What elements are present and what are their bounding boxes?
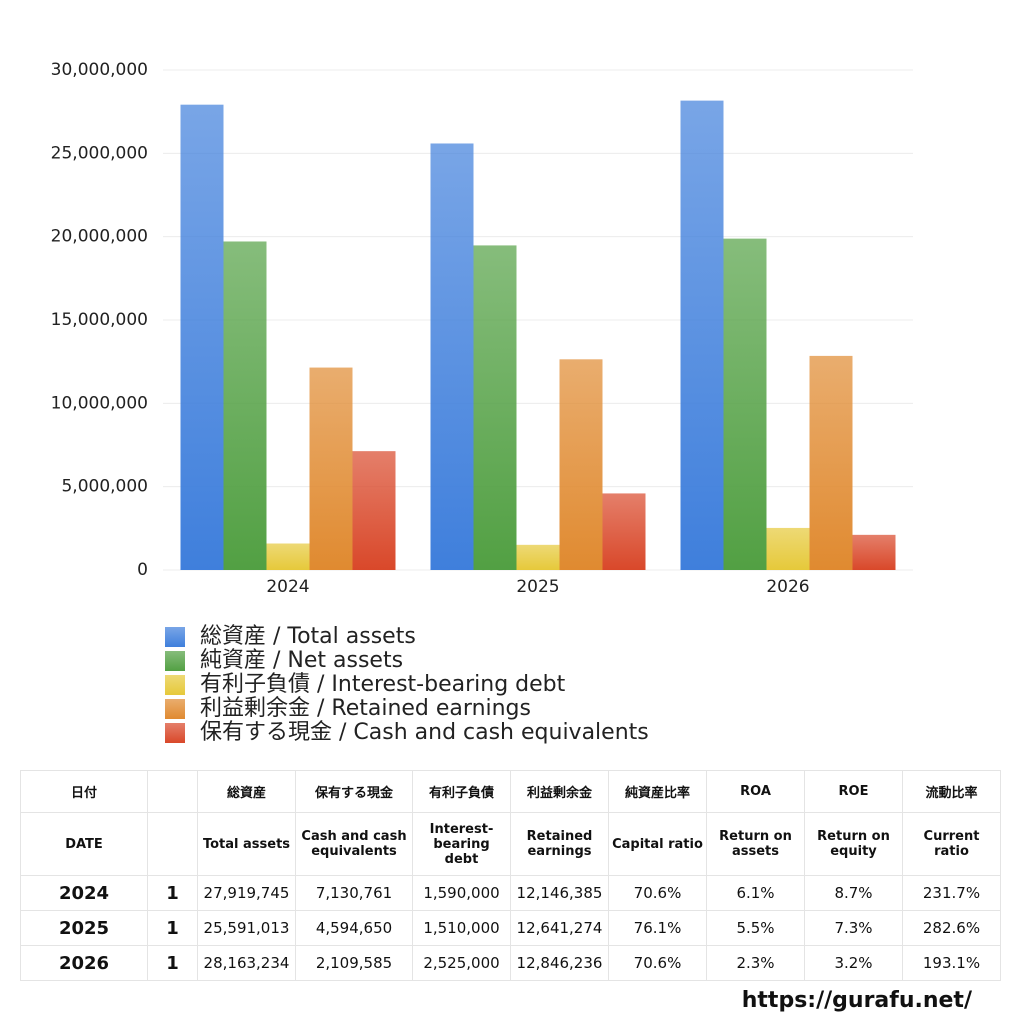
legend-swatch	[165, 723, 185, 743]
legend-label: 有利子負債 / Interest-bearing debt	[200, 672, 566, 697]
table-cell: 1,510,000	[412, 910, 511, 946]
table-cell: 4,594,650	[295, 910, 413, 946]
table-cell: 2.3%	[706, 945, 805, 981]
footer-url: https://gurafu.net/	[741, 988, 972, 1013]
table-cell: 5.5%	[706, 910, 805, 946]
bar	[559, 359, 603, 570]
bar	[473, 245, 517, 570]
table-cell: 有利子負債	[412, 770, 511, 813]
table-cell: 1	[147, 875, 198, 911]
table-cell: DATE	[20, 812, 148, 876]
table-row: DATE Total assets Cash and cash equivalent…	[20, 812, 1001, 876]
table-cell: 流動比率	[902, 770, 1001, 813]
table-cell: 12,846,236	[510, 945, 609, 981]
table-cell: Interest-bearing debt	[412, 812, 511, 876]
table-cell: ROE	[804, 770, 903, 813]
table-cell: 3.2%	[804, 945, 903, 981]
table-cell: 7,130,761	[295, 875, 413, 911]
bar	[180, 104, 224, 571]
chart: 0 5,000,000 10,000,000 15,000,000 20,000,000…	[51, 60, 913, 745]
table-cell: 日付	[20, 770, 148, 813]
bar	[352, 451, 396, 570]
x-tick-label: 2025	[516, 577, 559, 597]
data-table: 日付 総資産 保有する現金 有利子負債 利益剰余金 純資産比率 ROA ROE 流動比率 DATE…	[20, 770, 1001, 981]
table-cell: Current ratio	[902, 812, 1001, 876]
table-cell: 12,146,385	[510, 875, 609, 911]
table-cell	[147, 770, 198, 813]
table-cell: 2026	[20, 945, 148, 981]
table-cell: 8.7%	[804, 875, 903, 911]
table-cell: 1,590,000	[412, 875, 511, 911]
legend-label: 純資産 / Net assets	[200, 648, 403, 673]
table-cell: 282.6%	[902, 910, 1001, 946]
table-cell: 6.1%	[706, 875, 805, 911]
table-cell: 2024	[20, 875, 148, 911]
table-cell: 利益剰余金	[510, 770, 609, 813]
table-cell: 28,163,234	[197, 945, 296, 981]
legend-label: 総資産 / Total assets	[200, 624, 416, 649]
y-tick-label: 10,000,000	[51, 393, 148, 413]
y-tick-label: 5,000,000	[61, 477, 148, 497]
bar	[223, 241, 267, 570]
table-cell: 7.3%	[804, 910, 903, 946]
table-row: 2024 1 27,919,745 7,130,761 1,590,000 12,146,…	[20, 875, 1001, 911]
table-cell: 純資産比率	[608, 770, 707, 813]
table-cell: Cash and cash equivalents	[295, 812, 413, 876]
table-cell: 70.6%	[608, 945, 707, 981]
legend-swatch	[165, 627, 185, 647]
bar	[266, 543, 310, 570]
legend-label: 保有する現金 / Cash and cash equivalents	[200, 720, 649, 745]
table-cell: 総資産	[197, 770, 296, 813]
table-cell: 25,591,013	[197, 910, 296, 946]
table-cell: Return on assets	[706, 812, 805, 876]
table-cell: 2025	[20, 910, 148, 946]
table-cell: 1	[147, 945, 198, 981]
table-cell: ROA	[706, 770, 805, 813]
bar	[852, 534, 896, 570]
table-row: 2025 1 25,591,013 4,594,650 1,510,000 12,641,…	[20, 910, 1001, 946]
table-cell: Return on equity	[804, 812, 903, 876]
legend-swatch	[165, 675, 185, 695]
y-tick-label: 25,000,000	[51, 143, 148, 163]
bar	[309, 367, 353, 570]
table-cell: 70.6%	[608, 875, 707, 911]
bar	[602, 493, 646, 570]
bar	[680, 100, 724, 571]
table-cell: 27,919,745	[197, 875, 296, 911]
bar	[516, 544, 560, 570]
y-tick-label: 30,000,000	[51, 60, 148, 80]
table-cell: 193.1%	[902, 945, 1001, 981]
table-row: 2026 1 28,163,234 2,109,585 2,525,000 12,846,…	[20, 945, 1001, 981]
bar	[766, 527, 810, 570]
legend-label: 利益剰余金 / Retained earnings	[200, 696, 531, 721]
y-tick-label: 20,000,000	[51, 227, 148, 247]
bar	[809, 355, 853, 570]
legend-swatch	[165, 651, 185, 671]
table-cell	[147, 812, 198, 876]
table-cell: 2,109,585	[295, 945, 413, 981]
table-cell: Retained earnings	[510, 812, 609, 876]
x-tick-label: 2024	[266, 577, 309, 597]
table-cell: 12,641,274	[510, 910, 609, 946]
table-cell: Capital ratio	[608, 812, 707, 876]
table-cell: 保有する現金	[295, 770, 413, 813]
table-cell: 1	[147, 910, 198, 946]
table-cell: 76.1%	[608, 910, 707, 946]
y-tick-label: 0	[137, 560, 148, 580]
table-row: 日付 総資産 保有する現金 有利子負債 利益剰余金 純資産比率 ROA ROE 流動比率	[20, 770, 1001, 813]
bar	[430, 143, 474, 570]
table-cell: 231.7%	[902, 875, 1001, 911]
y-tick-label: 15,000,000	[51, 310, 148, 330]
x-tick-label: 2026	[766, 577, 809, 597]
table-cell: 2,525,000	[412, 945, 511, 981]
table-cell: Total assets	[197, 812, 296, 876]
legend-swatch	[165, 699, 185, 719]
bar	[723, 238, 767, 570]
